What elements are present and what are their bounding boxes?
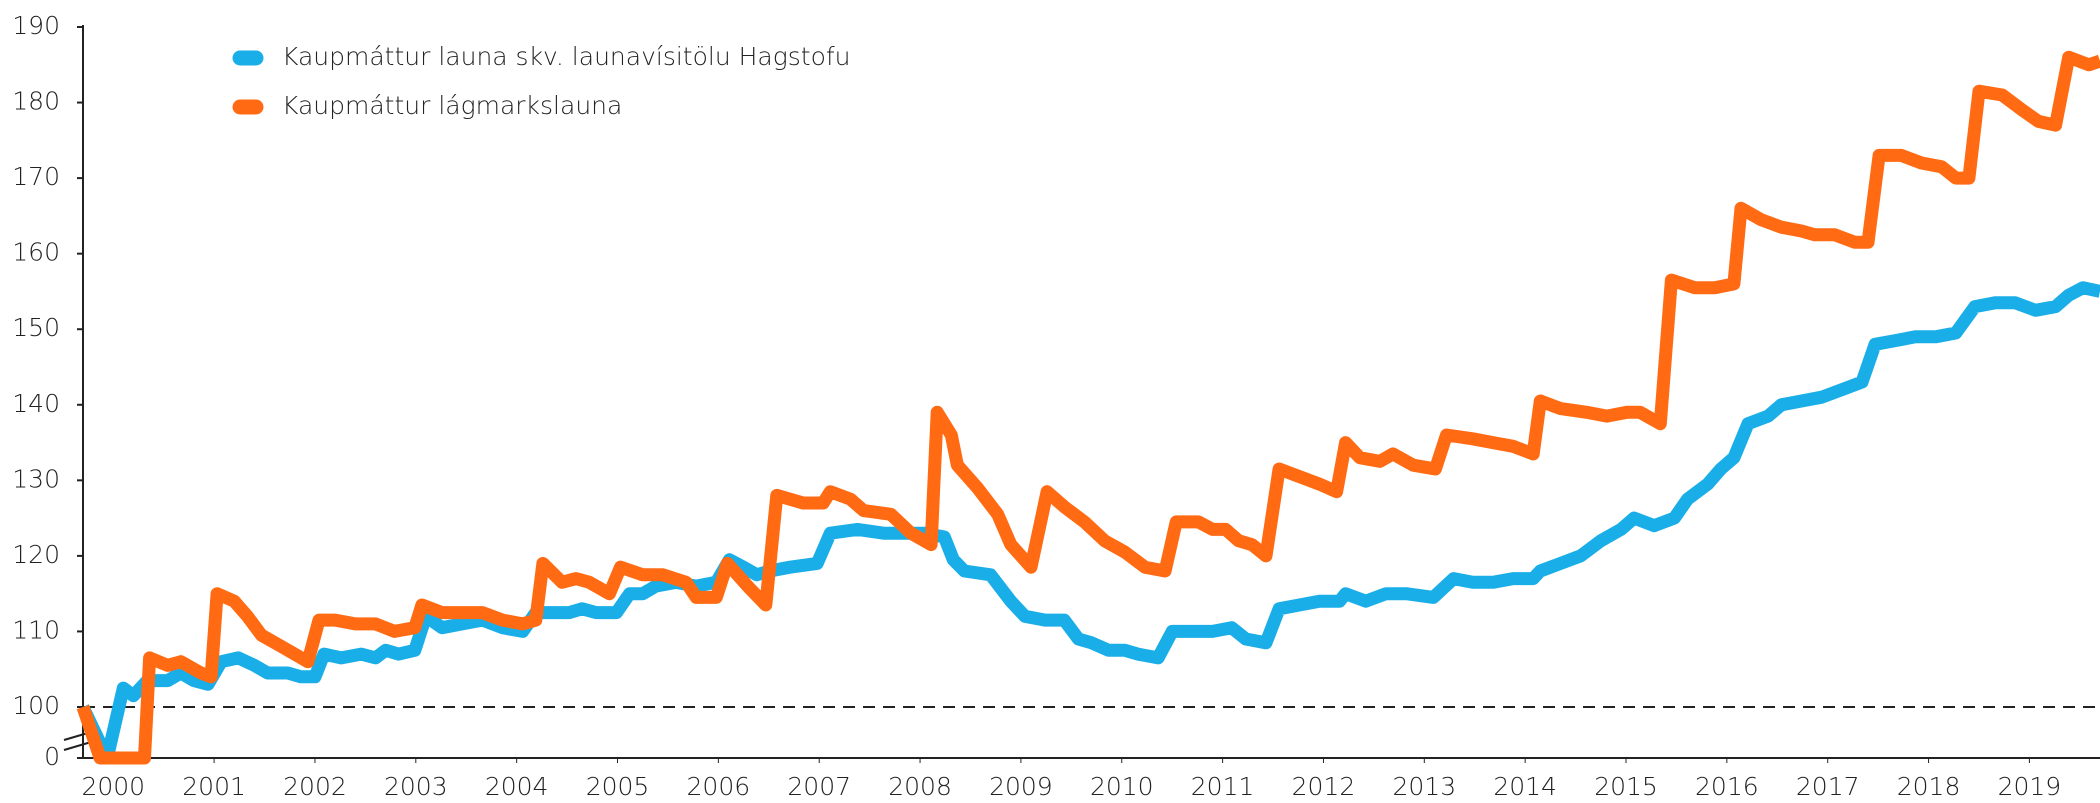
x-tick-label: 2014 bbox=[1493, 772, 1557, 801]
series-line bbox=[76, 50, 2100, 765]
x-tick-label: 2002 bbox=[283, 772, 347, 801]
legend-label: Kaupmáttur launa skv. launavísitölu Hags… bbox=[282, 42, 851, 71]
y-tick-label: 110 bbox=[12, 615, 60, 644]
x-tick-label: 2000 bbox=[81, 772, 145, 801]
legend-label: Kaupmáttur lágmarkslauna bbox=[282, 91, 622, 120]
y-tick-label: 170 bbox=[12, 162, 60, 191]
series-line bbox=[77, 281, 2100, 765]
y-tick-label: 120 bbox=[12, 540, 60, 569]
x-tick-label: 2005 bbox=[586, 772, 650, 801]
x-tick-label: 2016 bbox=[1695, 772, 1759, 801]
y-tick-label: 130 bbox=[12, 464, 60, 493]
x-tick-label: 2012 bbox=[1292, 772, 1356, 801]
y-tick-label: 0 bbox=[44, 742, 60, 771]
x-tick-label: 2019 bbox=[1998, 772, 2062, 801]
y-tick-label: 150 bbox=[12, 313, 60, 342]
x-tick-label: 2015 bbox=[1594, 772, 1658, 801]
y-tick-label: 160 bbox=[12, 238, 60, 267]
x-tick-label: 2017 bbox=[1796, 772, 1860, 801]
x-tick-label: 2010 bbox=[1090, 772, 1154, 801]
x-tick-label: 2008 bbox=[888, 772, 952, 801]
x-tick-label: 2004 bbox=[485, 772, 549, 801]
y-tick-label: 190 bbox=[12, 11, 60, 40]
x-tick-label: 2003 bbox=[384, 772, 448, 801]
x-tick-label: 2013 bbox=[1392, 772, 1456, 801]
x-tick-label: 2006 bbox=[687, 772, 751, 801]
x-tick-label: 2011 bbox=[1191, 772, 1255, 801]
x-tick-label: 2001 bbox=[182, 772, 246, 801]
x-tick-label: 2018 bbox=[1897, 772, 1961, 801]
x-tick-label: 2007 bbox=[787, 772, 851, 801]
x-tick-label: 2009 bbox=[989, 772, 1053, 801]
y-tick-label: 100 bbox=[12, 691, 60, 720]
y-tick-label: 140 bbox=[12, 389, 60, 418]
y-tick-label: 180 bbox=[12, 87, 60, 116]
